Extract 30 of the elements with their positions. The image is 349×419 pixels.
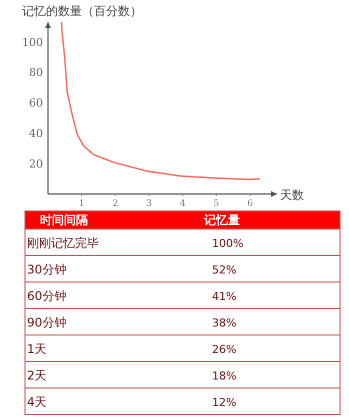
- y-axis-title: 记忆的数量（百分数）: [22, 4, 142, 18]
- category-label: 2天: [27, 368, 47, 382]
- text: 时间间隔: [40, 213, 88, 227]
- text: 38%: [212, 316, 236, 330]
- x-axis-title: 天数: [280, 188, 304, 202]
- category-label: 90分钟: [27, 316, 66, 330]
- x-tick-label: 3: [146, 199, 152, 209]
- x-tick-label: 4: [180, 199, 186, 209]
- text: 100%: [212, 237, 244, 250]
- line-series: [60, 22, 260, 180]
- category-label: 4天: [27, 395, 47, 409]
- text: 记忆量: [203, 213, 240, 227]
- category-label: 30分钟: [27, 262, 66, 276]
- text: 12%: [212, 396, 236, 409]
- category-label: 60分钟: [27, 289, 66, 303]
- text: 26%: [212, 343, 236, 356]
- category-label: 刚刚记忆完毕: [27, 236, 99, 250]
- category-label: 1天: [27, 342, 47, 356]
- text: 52%: [212, 264, 236, 276]
- x-tick-label: 5: [214, 199, 220, 209]
- x-tick-label: 6: [247, 199, 254, 209]
- y-tick-label: 20: [29, 158, 43, 171]
- x-tick-label: 2: [112, 199, 118, 209]
- y-tick-label: 60: [29, 96, 43, 110]
- y-tick-label: 80: [29, 66, 43, 80]
- y-tick-label: 40: [29, 127, 43, 140]
- y-tick-label: 100: [22, 36, 43, 49]
- x-tick-label: 1: [78, 199, 85, 209]
- text: 18%: [212, 370, 236, 382]
- text: 41%: [212, 290, 236, 303]
